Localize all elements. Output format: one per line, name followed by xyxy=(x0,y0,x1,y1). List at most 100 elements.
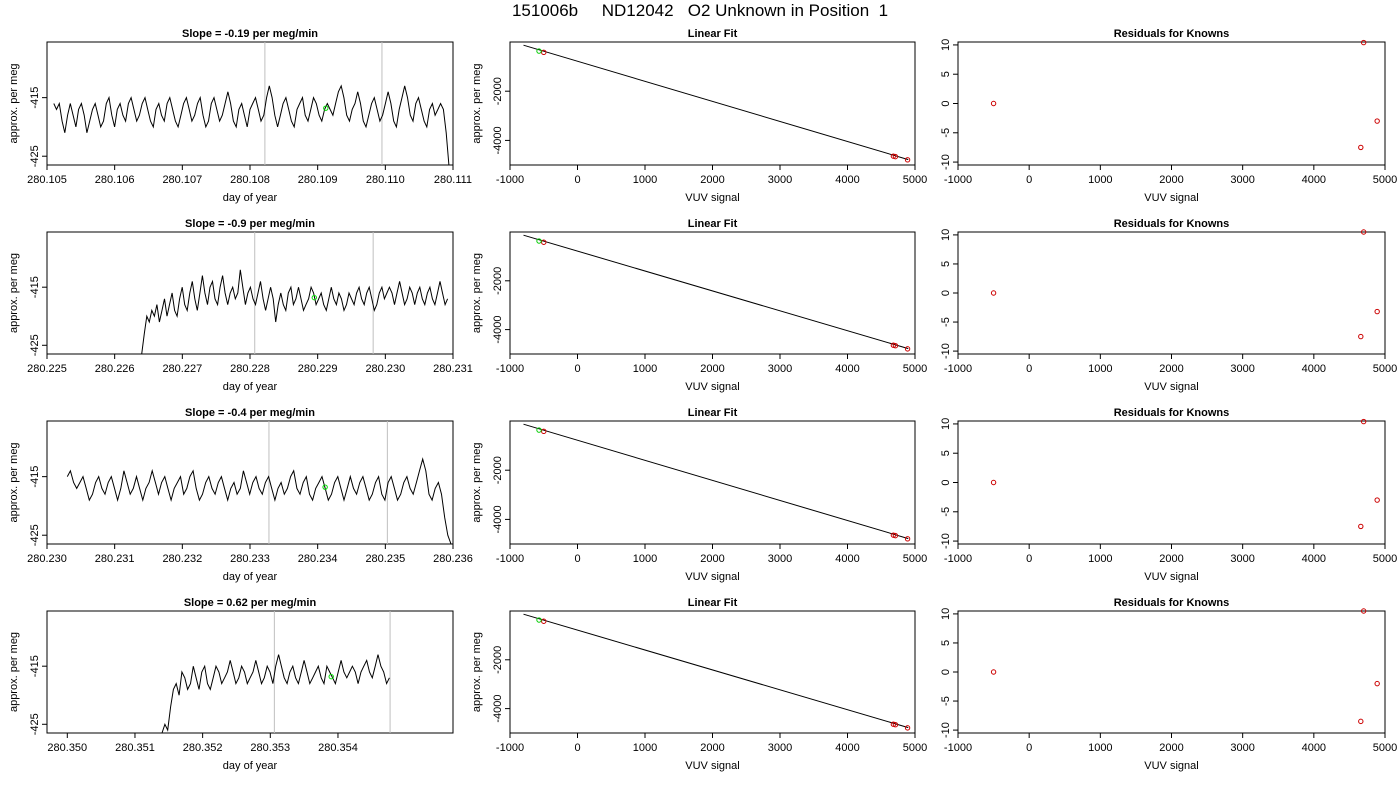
x-tick-label: 1000 xyxy=(633,742,657,754)
x-axis-label: day of year xyxy=(223,381,278,393)
x-tick-label: 3000 xyxy=(768,174,792,186)
y-axis-label: approx. per meg xyxy=(8,442,20,522)
data-point xyxy=(1360,39,1367,46)
y-tick-label: -10 xyxy=(940,154,952,170)
x-tick-label: 1000 xyxy=(633,553,657,565)
y-axis-label: approx. per meg xyxy=(471,632,483,712)
x-tick-label: 2000 xyxy=(1159,174,1183,186)
unknown-point xyxy=(536,617,542,623)
x-tick-label: -1000 xyxy=(944,742,972,754)
fit-line xyxy=(523,44,909,161)
panel-title: Residuals for Knowns xyxy=(1114,28,1230,40)
fit-line xyxy=(523,234,909,350)
y-tick-label: 10 xyxy=(940,229,952,241)
y-tick-label: -425 xyxy=(29,145,41,167)
plot-frame xyxy=(957,420,1386,545)
x-tick-label: 280.228 xyxy=(230,363,270,375)
x-axis-label: VUV signal xyxy=(685,760,739,772)
sample-point xyxy=(328,673,334,680)
y-tick-label: 0 xyxy=(940,669,952,675)
x-axis-label: day of year xyxy=(223,192,278,204)
data-point xyxy=(1358,523,1364,530)
y-axis-label: approx. per meg xyxy=(8,632,20,712)
x-tick-label: 0 xyxy=(574,363,580,375)
x-tick-label: -1000 xyxy=(944,553,972,565)
y-tick-label: -4000 xyxy=(492,126,504,154)
x-tick-label: 280.106 xyxy=(95,174,135,186)
x-tick-label: 3000 xyxy=(1230,174,1254,186)
x-axis-label: day of year xyxy=(223,571,278,583)
y-tick-label: -4000 xyxy=(492,316,504,344)
panel-title: Residuals for Knowns xyxy=(1114,218,1230,230)
series-line xyxy=(53,84,450,166)
y-tick-label: 10 xyxy=(940,418,952,430)
x-tick-label: 4000 xyxy=(835,174,859,186)
x-tick-label: 5000 xyxy=(903,174,927,186)
x-tick-label: 280.231 xyxy=(95,553,135,565)
y-tick-label: 5 xyxy=(940,640,952,646)
data-point xyxy=(904,157,911,163)
data-point xyxy=(990,290,997,296)
panel-residuals: Residuals for Knowns -1000 0 1000 2000 3000 40… xyxy=(940,597,1397,772)
x-tick-label: 0 xyxy=(1026,363,1032,375)
x-tick-label: 2000 xyxy=(700,553,724,565)
y-tick-label: -2000 xyxy=(492,646,504,674)
x-axis-label: VUV signal xyxy=(685,571,739,583)
x-tick-label: 0 xyxy=(574,174,580,186)
x-tick-label: 3000 xyxy=(768,742,792,754)
x-tick-label: 5000 xyxy=(1373,553,1397,565)
data-point xyxy=(892,343,899,349)
panel-title: Slope = -0.19 per meg/min xyxy=(182,28,318,40)
data-point xyxy=(1358,144,1364,151)
x-tick-label: 280.107 xyxy=(162,174,202,186)
panel-title: Slope = -0.4 per meg/min xyxy=(185,407,315,419)
x-axis-label: VUV signal xyxy=(1144,571,1198,583)
plot-frame xyxy=(46,41,454,166)
panel-title: Residuals for Knowns xyxy=(1114,407,1230,419)
y-tick-label: -425 xyxy=(29,713,41,735)
x-tick-label: 280.229 xyxy=(298,363,338,375)
x-tick-label: 280.230 xyxy=(365,363,405,375)
x-tick-label: 2000 xyxy=(1159,363,1183,375)
panel-linear-fit: Linear Fit -1000 0 1000 2000 3000 4000 5000 -200… xyxy=(471,597,927,772)
x-tick-label: 280.225 xyxy=(27,363,67,375)
unknown-point xyxy=(536,238,542,244)
x-tick-label: 3000 xyxy=(768,553,792,565)
data-point xyxy=(1374,497,1380,503)
y-axis-label: approx. per meg xyxy=(8,63,20,143)
panel-title: Linear Fit xyxy=(688,597,738,609)
data-point xyxy=(541,428,547,435)
x-tick-label: 4000 xyxy=(835,553,859,565)
y-tick-label: -415 xyxy=(29,466,41,488)
x-tick-label: 280.231 xyxy=(433,363,473,375)
data-point xyxy=(541,239,547,245)
x-tick-label: 280.226 xyxy=(95,363,135,375)
x-tick-label: 2000 xyxy=(700,363,724,375)
x-tick-label: 280.111 xyxy=(434,174,472,186)
data-point xyxy=(1374,118,1380,124)
x-tick-label: 5000 xyxy=(903,553,927,565)
fit-line xyxy=(523,613,909,729)
data-point xyxy=(1360,418,1367,425)
plot-frame xyxy=(957,231,1386,355)
y-tick-label: -2000 xyxy=(492,267,504,295)
y-tick-label: -10 xyxy=(940,343,952,359)
x-tick-label: 3000 xyxy=(768,363,792,375)
series-line xyxy=(141,269,449,355)
x-tick-label: 4000 xyxy=(835,363,859,375)
x-tick-label: 4000 xyxy=(1302,742,1326,754)
sample-point xyxy=(322,484,328,490)
series-line xyxy=(66,457,452,545)
y-tick-label: -5 xyxy=(940,317,952,327)
x-tick-label: 4000 xyxy=(1302,553,1326,565)
y-tick-label: 0 xyxy=(940,479,952,485)
x-tick-label: 0 xyxy=(574,553,580,565)
y-tick-label: -5 xyxy=(940,128,952,138)
x-axis-label: VUV signal xyxy=(1144,192,1198,204)
y-tick-label: 0 xyxy=(940,100,952,106)
x-tick-label: 1000 xyxy=(1088,553,1112,565)
x-tick-label: 3000 xyxy=(1230,363,1254,375)
fit-line xyxy=(523,423,909,540)
x-tick-label: 2000 xyxy=(1159,553,1183,565)
plot-frame xyxy=(509,420,916,545)
